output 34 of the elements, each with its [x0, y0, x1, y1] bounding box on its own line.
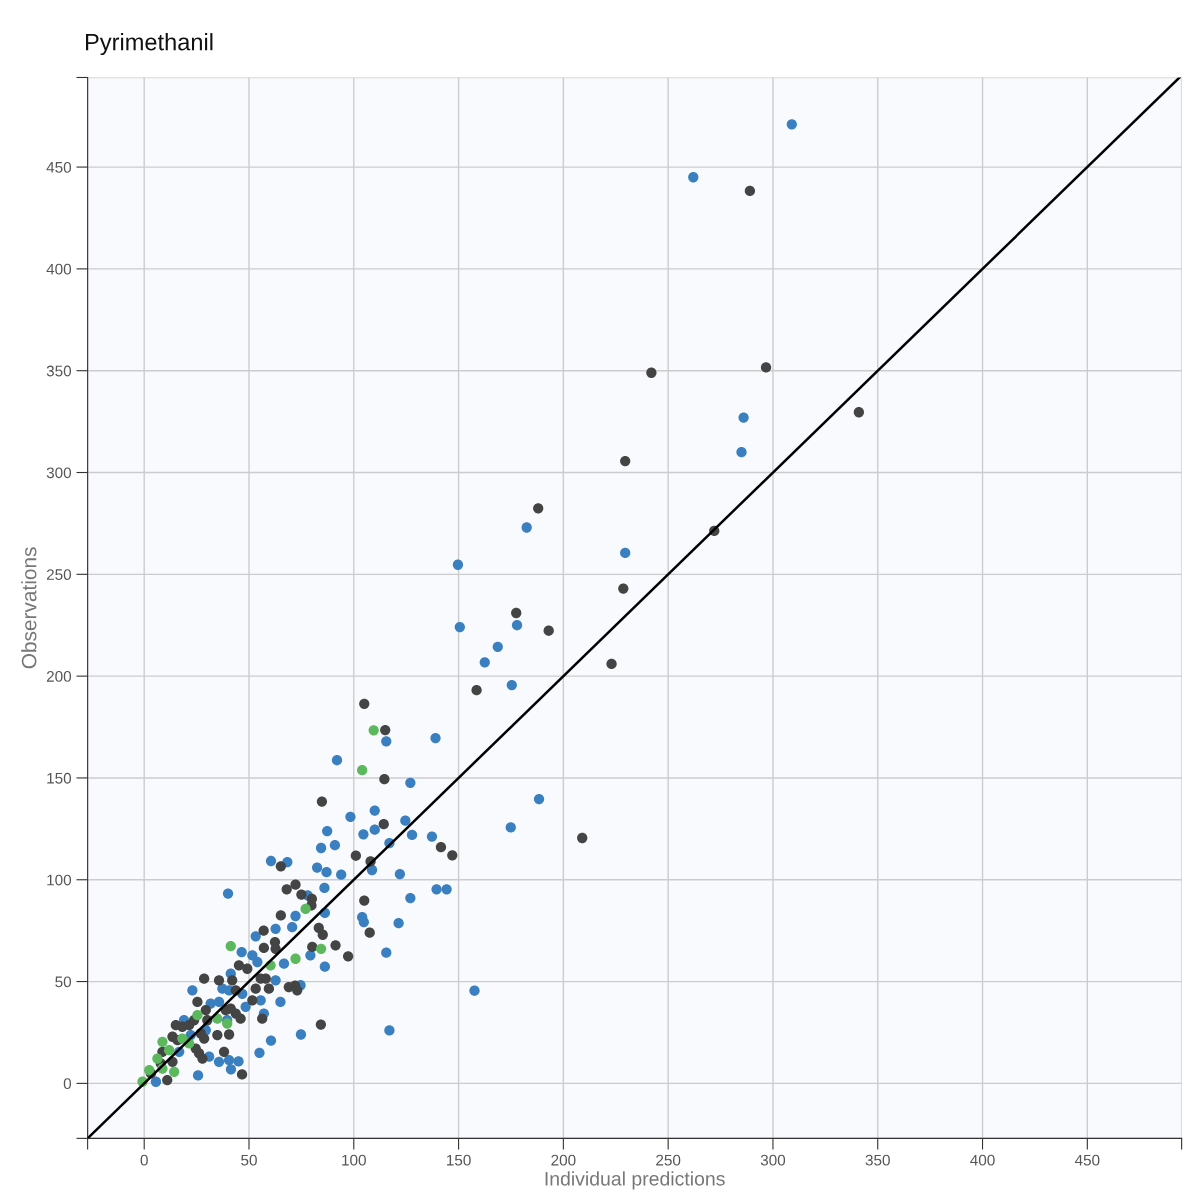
point: [152, 1053, 163, 1064]
point: [163, 1045, 175, 1056]
x-tick-label: 250: [656, 1154, 681, 1166]
x-tick-label: 200: [551, 1154, 576, 1166]
y-tick-label: 200: [46, 671, 72, 682]
y-tick-label: 300: [46, 467, 72, 479]
y-tick-label: 50: [55, 976, 72, 988]
y-tick-label: 100: [47, 874, 72, 886]
x-tick-label: 150: [447, 1154, 471, 1166]
point: [290, 953, 301, 964]
point: [357, 765, 368, 776]
x-tick-label: 50: [241, 1154, 257, 1166]
point: [315, 943, 327, 954]
x-tick-label: 400: [970, 1154, 995, 1166]
x-tick-label: 100: [342, 1154, 366, 1166]
point: [192, 1010, 203, 1021]
x-tick-label: 450: [1074, 1154, 1100, 1166]
y-tick-label: 0: [63, 1078, 72, 1090]
y-tick-label: 450: [46, 161, 72, 173]
chart-title: Pyrimethanil: [86, 33, 213, 56]
y-axis-title: Observations: [21, 547, 37, 669]
point: [300, 903, 311, 915]
y-tick-label: 350: [46, 365, 72, 377]
point: [157, 1036, 168, 1047]
point: [225, 940, 236, 952]
x-tick-label: 0: [140, 1154, 148, 1166]
y-tick-label: 150: [47, 772, 72, 784]
point: [169, 1066, 180, 1077]
x-tick-label: 350: [865, 1154, 890, 1166]
point: [368, 725, 379, 736]
x-tick-label: 300: [760, 1154, 786, 1166]
y-tick-label: 400: [46, 263, 72, 275]
x-axis-title: Individual predictions: [545, 1171, 725, 1190]
y-tick-label: 250: [46, 569, 72, 581]
